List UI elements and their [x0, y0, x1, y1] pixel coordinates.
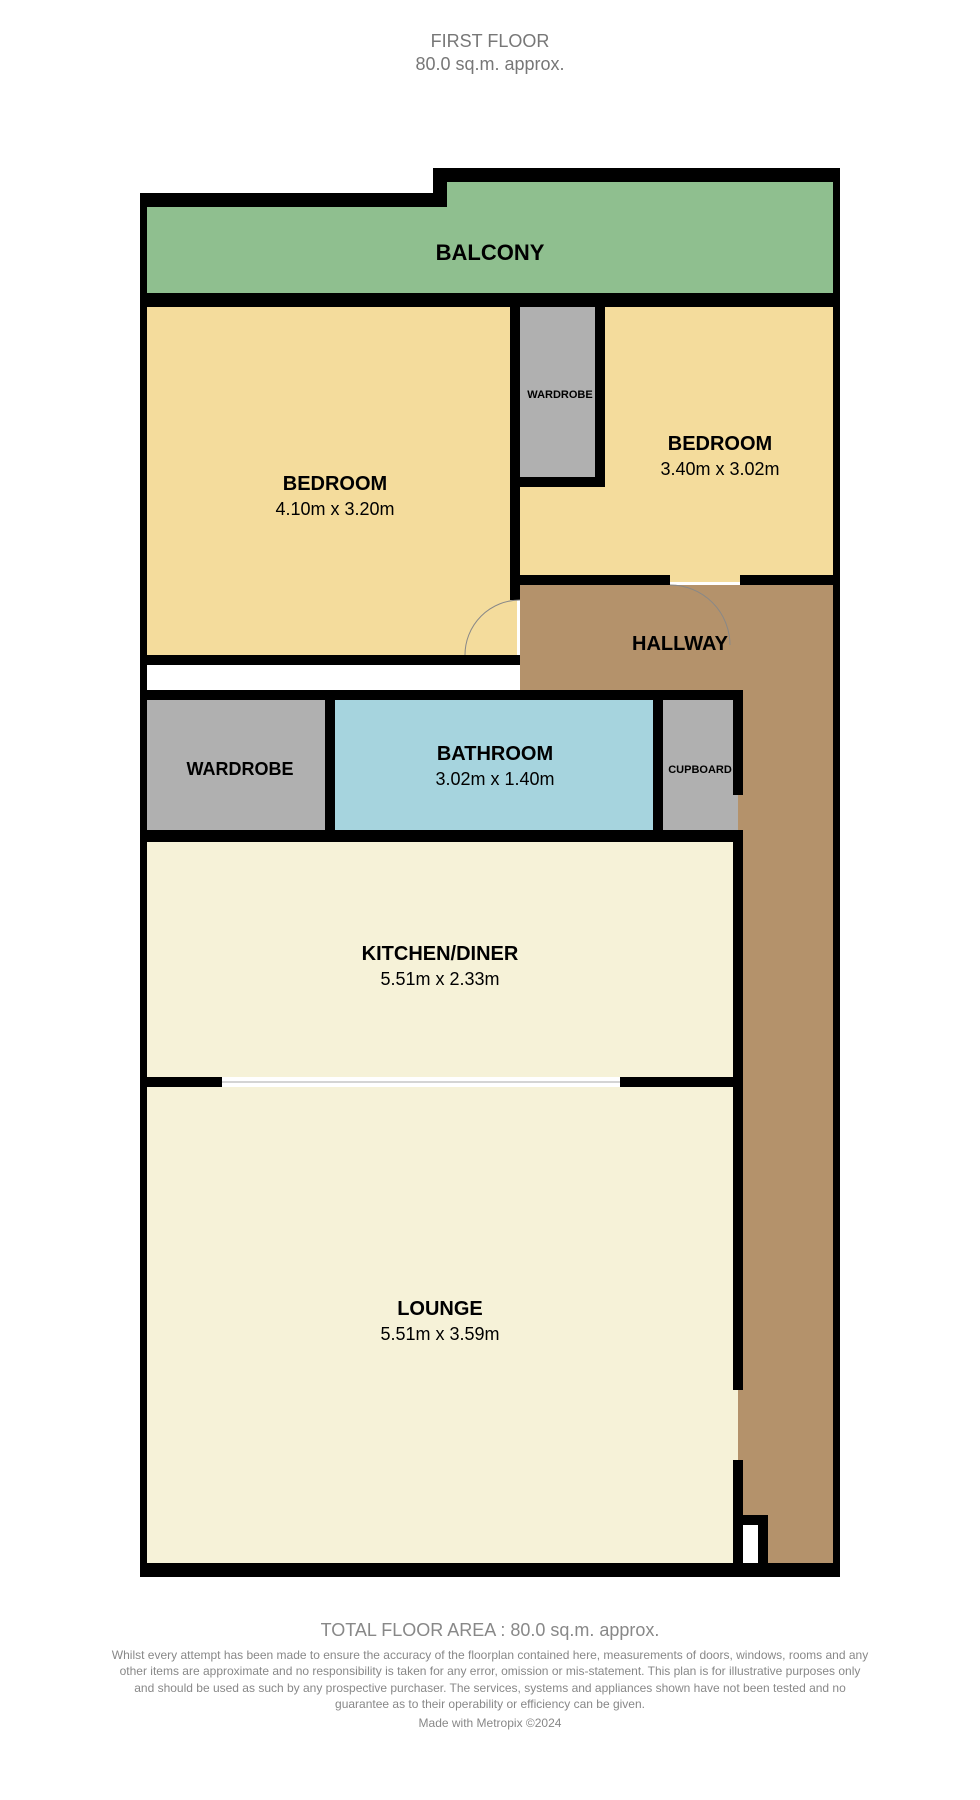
header: FIRST FLOOR 80.0 sq.m. approx.: [0, 30, 980, 77]
balcony-label: BALCONY: [436, 240, 545, 265]
bedroom-1: BEDROOM 4.10m x 3.20m: [147, 300, 520, 665]
lounge-dim: 5.51m x 3.59m: [380, 1324, 499, 1344]
bedroom1-dim: 4.10m x 3.20m: [275, 499, 394, 519]
bathroom: BATHROOM 3.02m x 1.40m: [335, 690, 663, 835]
floorplan-page: FIRST FLOOR 80.0 sq.m. approx. BALCONY: [0, 0, 980, 1800]
bathroom-label: BATHROOM: [437, 743, 553, 765]
kitchen-dim: 5.51m x 2.33m: [380, 969, 499, 989]
kitchen-diner: KITCHEN/DINER 5.51m x 2.33m: [147, 842, 738, 1077]
balcony: BALCONY: [140, 175, 840, 300]
floorplan-svg: BALCONY BEDROOM 4.10m x 3.20m: [140, 160, 840, 1590]
bedroom2-label: BEDROOM: [668, 433, 772, 455]
bedroom2-dim: 3.40m x 3.02m: [660, 459, 779, 479]
wardrobe-small: WARDROBE: [520, 307, 605, 487]
total-area: TOTAL FLOOR AREA : 80.0 sq.m. approx.: [0, 1620, 980, 1641]
cupboard: CUPBOARD: [663, 690, 743, 830]
wardrobe-small-label: WARDROBE: [527, 389, 592, 401]
hallway-label: HALLWAY: [632, 633, 729, 655]
floor-area: 80.0 sq.m. approx.: [0, 53, 980, 76]
credit: Made with Metropix ©2024: [0, 1716, 980, 1730]
wardrobe-big: WARDROBE: [147, 690, 335, 835]
mid-wall-1: [147, 830, 743, 842]
lounge-label: LOUNGE: [397, 1298, 483, 1320]
floorplan: BALCONY BEDROOM 4.10m x 3.20m: [140, 160, 840, 1595]
cupboard-label: CUPBOARD: [668, 764, 732, 776]
disclaimer: Whilst every attempt has been made to en…: [110, 1647, 870, 1712]
kitchen-lounge-divider: [147, 1077, 738, 1087]
floor-title: FIRST FLOOR: [0, 30, 980, 53]
kitchen-label: KITCHEN/DINER: [362, 943, 519, 965]
footer: TOTAL FLOOR AREA : 80.0 sq.m. approx. Wh…: [0, 1620, 980, 1730]
bedroom1-label: BEDROOM: [283, 473, 387, 495]
bathroom-dim: 3.02m x 1.40m: [435, 769, 554, 789]
lounge: LOUNGE 5.51m x 3.59m: [147, 1087, 738, 1563]
wardrobe-big-label: WARDROBE: [187, 759, 294, 779]
